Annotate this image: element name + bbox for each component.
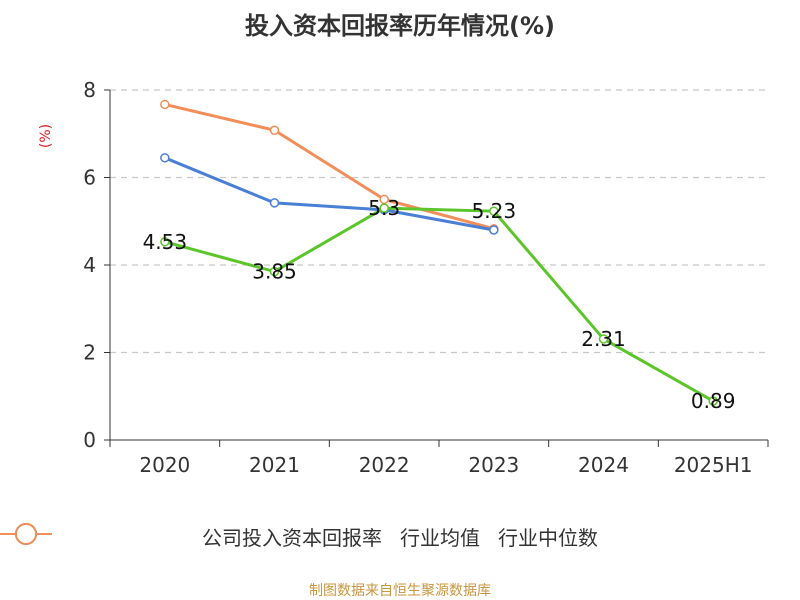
y-tick-label: 6 bbox=[83, 166, 96, 190]
source-note: 制图数据来自恒生聚源数据库 bbox=[309, 583, 491, 599]
data-point bbox=[160, 153, 170, 163]
data-point bbox=[160, 237, 170, 247]
y-tick-label: 4 bbox=[83, 253, 96, 277]
y-tick-label: 2 bbox=[83, 341, 96, 365]
data-point bbox=[489, 206, 499, 216]
data-point bbox=[269, 125, 280, 135]
data-label: 5.23 bbox=[472, 199, 517, 223]
data-label: 2.31 bbox=[581, 327, 626, 351]
legend-label-company: 公司投入资本回报率 bbox=[202, 526, 382, 550]
legend-item-company[interactable]: 公司投入资本回报率 bbox=[0, 522, 382, 551]
axes: 0 2 4 6 8 2020 2021 2022 2023 2024 2025H1 bbox=[83, 78, 769, 477]
x-tick-label: 2020 bbox=[139, 453, 190, 477]
data-label: 0.89 bbox=[691, 389, 736, 413]
chart-title: 投入资本回报率历年情况(%) bbox=[245, 12, 555, 40]
data-point bbox=[489, 225, 499, 235]
data-label: 5.3 bbox=[368, 196, 400, 220]
legend-swatch-industry-median bbox=[0, 523, 52, 545]
legend-label-industry-median: 行业中位数 bbox=[498, 526, 598, 550]
y-tick-label: 8 bbox=[83, 78, 96, 102]
data-labels: 4.53 3.85 5.3 5.23 2.31 0.89 bbox=[143, 196, 736, 413]
data-label: 4.53 bbox=[143, 230, 188, 254]
data-point bbox=[269, 198, 280, 208]
legend: 公司投入资本回报率 行业均值 行业中位数 bbox=[0, 522, 800, 551]
x-tick-label: 2025H1 bbox=[674, 453, 753, 477]
legend-item-industry-median[interactable]: 行业中位数 bbox=[0, 522, 598, 551]
legend-label-industry-mean: 行业均值 bbox=[400, 526, 480, 550]
data-point bbox=[708, 396, 718, 406]
data-label: 3.85 bbox=[252, 260, 297, 284]
x-tick-label: 2021 bbox=[249, 453, 300, 477]
data-point bbox=[598, 334, 609, 344]
x-tick-label: 2024 bbox=[578, 453, 629, 477]
data-point bbox=[269, 266, 280, 277]
data-point bbox=[160, 99, 170, 110]
series-line bbox=[164, 102, 495, 231]
series-line bbox=[164, 156, 495, 232]
y-tick-label: 0 bbox=[83, 428, 96, 452]
x-tick-label: 2022 bbox=[359, 453, 410, 477]
series-lines bbox=[160, 99, 718, 406]
series-line bbox=[164, 206, 714, 403]
legend-item-industry-mean[interactable]: 行业均值 bbox=[0, 522, 480, 551]
data-point bbox=[379, 203, 389, 213]
x-tick-label: 2023 bbox=[468, 453, 519, 477]
